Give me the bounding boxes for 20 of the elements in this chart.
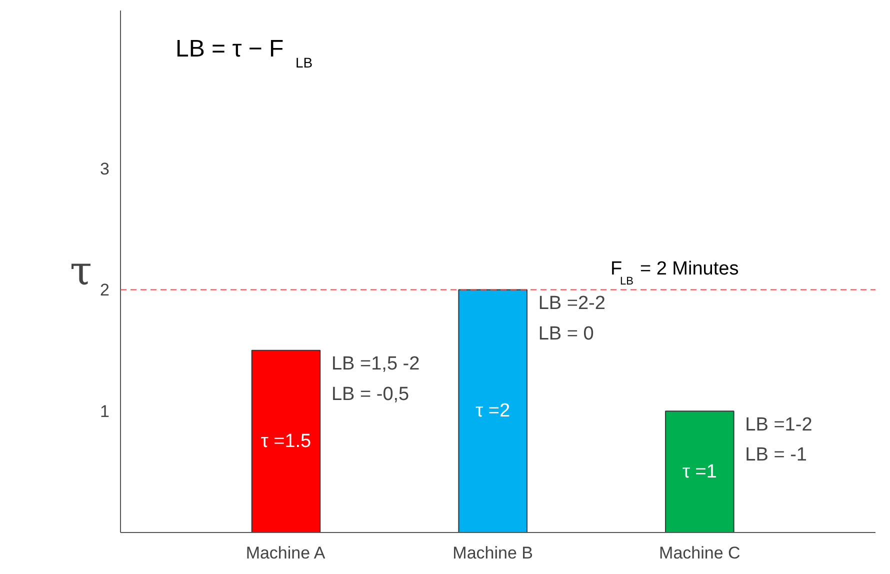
- x-tick-label: Machine C: [659, 544, 740, 562]
- annotation: LB =1,5 -2: [331, 354, 420, 375]
- data-label: τ =2: [476, 400, 510, 422]
- annotation: LB =1-2: [745, 414, 812, 436]
- annotation: LB =2-2: [538, 292, 606, 314]
- bar: [458, 289, 528, 532]
- annotation: LB = -1: [745, 444, 807, 466]
- y-tick-label: 2: [100, 280, 110, 300]
- bar: [665, 410, 734, 532]
- x-tick-label: Machine A: [246, 544, 326, 562]
- annotation: LB = 0: [538, 323, 594, 344]
- x-tick-label: Machine B: [452, 544, 533, 562]
- y-tick-label: 3: [100, 159, 110, 178]
- text: LB = τ − FLB: [176, 36, 313, 70]
- data-label: τ =1: [682, 461, 717, 482]
- y-tick-label: 1: [100, 402, 110, 422]
- bar: [251, 350, 321, 532]
- y-axis-title: τ: [70, 248, 92, 294]
- annotation: LB = -0,5: [331, 384, 410, 406]
- data-label: τ =1.5: [260, 430, 312, 452]
